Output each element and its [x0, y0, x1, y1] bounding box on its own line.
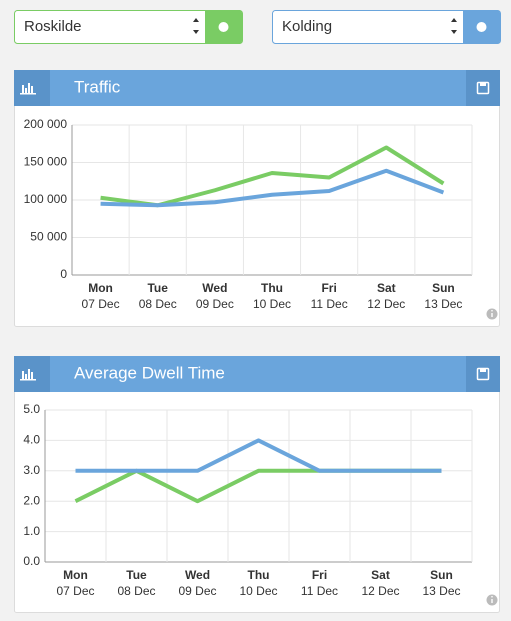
chart-icon-bar [22, 371, 24, 379]
x-tick-date: 10 Dec [239, 584, 277, 598]
x-tick-date: 11 Dec [301, 584, 338, 598]
x-tick-date: 12 Dec [367, 297, 405, 311]
select-arrows [193, 18, 199, 34]
x-tick-date: 10 Dec [253, 297, 291, 311]
series-line [100, 168, 445, 208]
x-tick-date: 07 Dec [82, 297, 120, 311]
panel-header [14, 356, 500, 392]
select-text: Roskilde [24, 18, 82, 35]
chart-icon-base [20, 93, 36, 95]
series-line [75, 438, 442, 473]
chart-icon-bar [22, 85, 24, 93]
x-tick-label: Sat [377, 281, 396, 295]
panel-title: Traffic [74, 77, 121, 96]
y-tick-label: 0 [60, 267, 67, 281]
x-tick-date: 12 Dec [361, 584, 399, 598]
x-tick-label: Tue [147, 281, 168, 295]
y-tick-label: 1.0 [23, 524, 40, 538]
chart-icon-bar [25, 374, 27, 379]
x-tick-label: Thu [248, 568, 270, 582]
save-button[interactable] [466, 356, 500, 392]
x-tick-label: Sat [371, 568, 390, 582]
chart-icon-bar [28, 83, 30, 93]
x-tick-label: Mon [63, 568, 88, 582]
x-tick-label: Tue [126, 568, 147, 582]
info-icon-dot [491, 310, 493, 312]
info-icon-mark [491, 313, 493, 317]
x-tick-label: Sun [432, 281, 455, 295]
y-tick-label: 4.0 [23, 433, 40, 447]
y-tick-label: 200 000 [24, 117, 68, 131]
x-tick-label: Mon [88, 281, 113, 295]
x-tick-date: 09 Dec [196, 297, 234, 311]
x-tick-date: 09 Dec [178, 584, 216, 598]
location-select[interactable] [14, 10, 243, 44]
x-tick-label: Wed [202, 281, 227, 295]
save-icon-slot [480, 369, 486, 372]
panel-header [14, 70, 500, 106]
y-tick-label: 2.0 [23, 493, 40, 507]
chart-icon-bar [25, 88, 27, 93]
panel-title: Average Dwell Time [74, 363, 225, 382]
select-arrows [451, 18, 457, 34]
x-tick-date: 11 Dec [311, 297, 348, 311]
globe-icon [218, 22, 229, 32]
x-tick-label: Fri [312, 568, 327, 582]
x-tick-date: 07 Dec [56, 584, 94, 598]
x-tick-label: Fri [321, 281, 336, 295]
chart-icon-bar [31, 372, 33, 379]
y-tick-label: 5.0 [23, 402, 40, 416]
x-tick-date: 13 Dec [424, 297, 462, 311]
info-icon-dot [491, 596, 493, 598]
info-icon-mark [491, 599, 493, 603]
y-tick-label: 3.0 [23, 463, 40, 477]
y-tick-label: 100 000 [24, 192, 68, 206]
y-tick-label: 50 000 [30, 230, 67, 244]
location-select[interactable] [272, 10, 501, 44]
save-icon-slot [480, 83, 486, 86]
chart-icon-base [20, 379, 36, 381]
x-tick-label: Sun [430, 568, 453, 582]
x-tick-date: 08 Dec [117, 584, 155, 598]
save-icon [476, 81, 490, 95]
x-tick-date: 13 Dec [422, 584, 460, 598]
save-button[interactable] [466, 70, 500, 106]
save-icon [476, 367, 490, 381]
chart-icon-bar [28, 369, 30, 379]
select-text: Kolding [282, 18, 332, 35]
globe-icon [476, 22, 487, 32]
y-tick-label: 150 000 [24, 155, 68, 169]
y-tick-label: 0.0 [23, 554, 40, 568]
x-tick-label: Thu [261, 281, 283, 295]
x-tick-label: Wed [185, 568, 210, 582]
chart-icon-bar [31, 86, 33, 93]
x-tick-date: 08 Dec [139, 297, 177, 311]
